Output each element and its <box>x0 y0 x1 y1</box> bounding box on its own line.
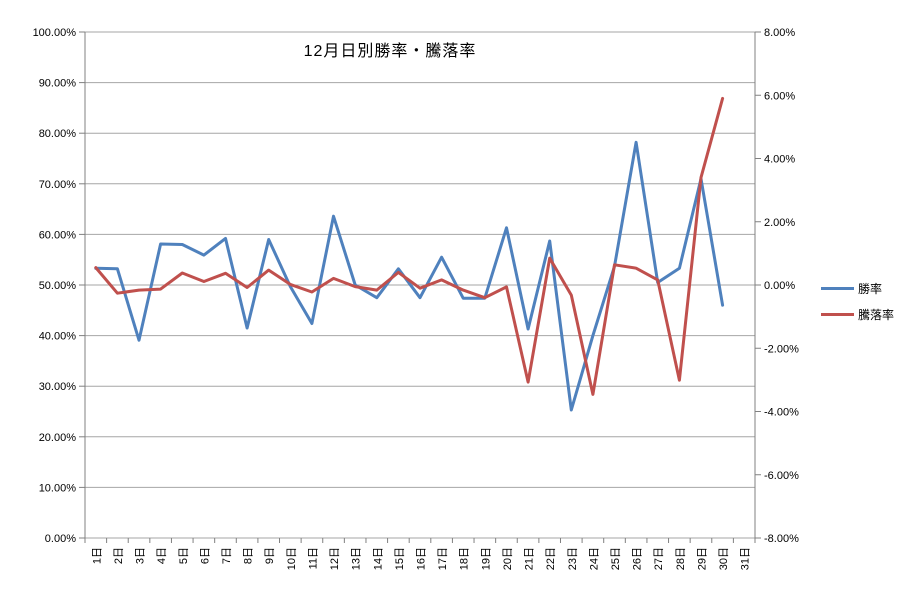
x-axis-label: 10日 <box>286 547 298 570</box>
x-axis-label: 14日 <box>372 547 384 570</box>
x-axis-label: 8日 <box>243 547 255 564</box>
x-axis-label: 21日 <box>524 547 536 570</box>
x-axis-label: 4日 <box>156 547 168 564</box>
x-axis-label: 17日 <box>437 547 449 570</box>
x-axis-label: 25日 <box>610 547 622 570</box>
right-axis-label: 6.00% <box>764 90 795 102</box>
x-axis-label: 27日 <box>653 547 665 570</box>
left-axis-label: 70.00% <box>39 179 77 191</box>
legend-label-change-rate: 騰落率 <box>858 307 895 322</box>
x-axis-label: 19日 <box>480 547 492 570</box>
x-axis-label: 7日 <box>221 547 233 564</box>
chart-title: 12月日別勝率・騰落率 <box>303 43 477 60</box>
x-axis-label: 20日 <box>502 547 514 570</box>
legend-item-win-rate: 勝率 <box>821 275 894 301</box>
left-axis-label: 0.00% <box>45 533 76 545</box>
series-line-騰落率 <box>94 96 725 396</box>
legend-swatch-win-rate <box>821 286 854 290</box>
right-axis-label: -6.00% <box>764 470 799 482</box>
legend-item-change-rate: 騰落率 <box>821 301 894 327</box>
x-axis-label: 31日 <box>740 547 752 570</box>
left-axis-label: 30.00% <box>39 381 77 393</box>
left-axis-label: 50.00% <box>39 280 77 292</box>
x-axis-label: 3日 <box>135 547 147 564</box>
left-axis-label: 90.00% <box>39 78 77 90</box>
right-axis-label: -8.00% <box>764 533 799 545</box>
legend: 勝率 騰落率 <box>821 275 894 327</box>
right-axis-label: 4.00% <box>764 154 795 166</box>
legend-swatch-change-rate <box>821 312 854 316</box>
x-axis-label: 30日 <box>718 547 730 570</box>
x-axis-label: 2日 <box>113 547 125 564</box>
x-axis-label: 23日 <box>567 547 579 570</box>
series-line-勝率 <box>94 140 725 412</box>
x-axis-label: 29日 <box>696 547 708 570</box>
x-axis-label: 9日 <box>264 547 276 564</box>
right-axis-label: -2.00% <box>764 343 799 355</box>
x-axis-label: 6日 <box>199 547 211 564</box>
legend-label-win-rate: 勝率 <box>858 281 883 296</box>
x-axis-label: 5日 <box>178 547 190 564</box>
left-axis-label: 10.00% <box>39 482 77 494</box>
x-axis-label: 26日 <box>632 547 644 570</box>
right-axis-label: 2.00% <box>764 217 795 229</box>
x-axis-label: 11日 <box>307 547 319 569</box>
left-axis-label: 60.00% <box>39 229 77 241</box>
x-axis-label: 16日 <box>416 547 428 570</box>
x-axis-label: 12日 <box>329 547 341 570</box>
x-axis-label: 1日 <box>91 547 103 564</box>
x-axis-label: 28日 <box>675 547 687 570</box>
left-axis-label: 80.00% <box>39 128 77 140</box>
right-axis-label: -4.00% <box>764 407 799 419</box>
left-axis-label: 100.00% <box>33 27 77 39</box>
left-axis-label: 20.00% <box>39 432 77 444</box>
x-axis-label: 22日 <box>545 547 557 570</box>
left-axis-label: 40.00% <box>39 331 77 343</box>
x-axis-label: 13日 <box>351 547 363 570</box>
x-axis-label: 18日 <box>459 547 471 570</box>
right-axis-label: 0.00% <box>764 280 795 292</box>
right-axis-label: 8.00% <box>764 27 795 39</box>
x-axis-label: 24日 <box>588 547 600 570</box>
x-axis-label: 15日 <box>394 547 406 570</box>
